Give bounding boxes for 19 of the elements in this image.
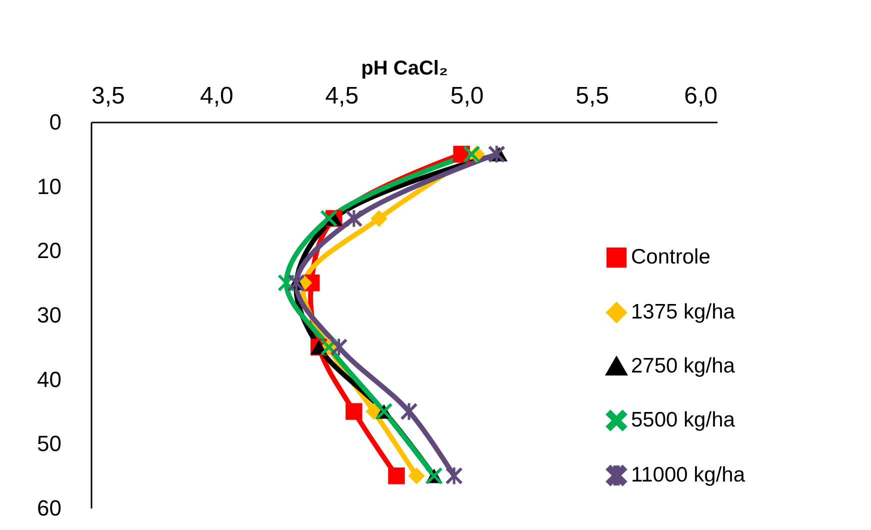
legend-label: 1375 kg/ha [631,300,736,324]
y-tick-label: 60 [37,496,62,520]
legend-label: Controle [631,246,710,268]
legend-label: 11000 kg/ha [631,464,746,486]
x-tick-label: 5,0 [450,82,484,110]
x-tick-label: 3,5 [92,82,125,110]
legend-label: 5500 kg/ha [631,408,736,432]
y-tick-label: 10 [37,174,62,199]
y-tick-label: 30 [37,302,62,328]
y-tick-label: 0 [49,110,62,134]
legend-label: 2750 kg/ha [631,354,736,378]
x-tick-label: 4,0 [200,82,234,110]
y-tick-label: 20 [37,238,62,264]
y-tick-label: 40 [37,366,62,392]
x-axis-title: pH CaCl₂ [361,58,448,80]
x-tick-label: 5,5 [576,82,609,110]
x-tick-label: 6,0 [684,82,718,110]
x-tick-label: 4,5 [325,82,359,110]
y-tick-label: 50 [37,431,62,456]
